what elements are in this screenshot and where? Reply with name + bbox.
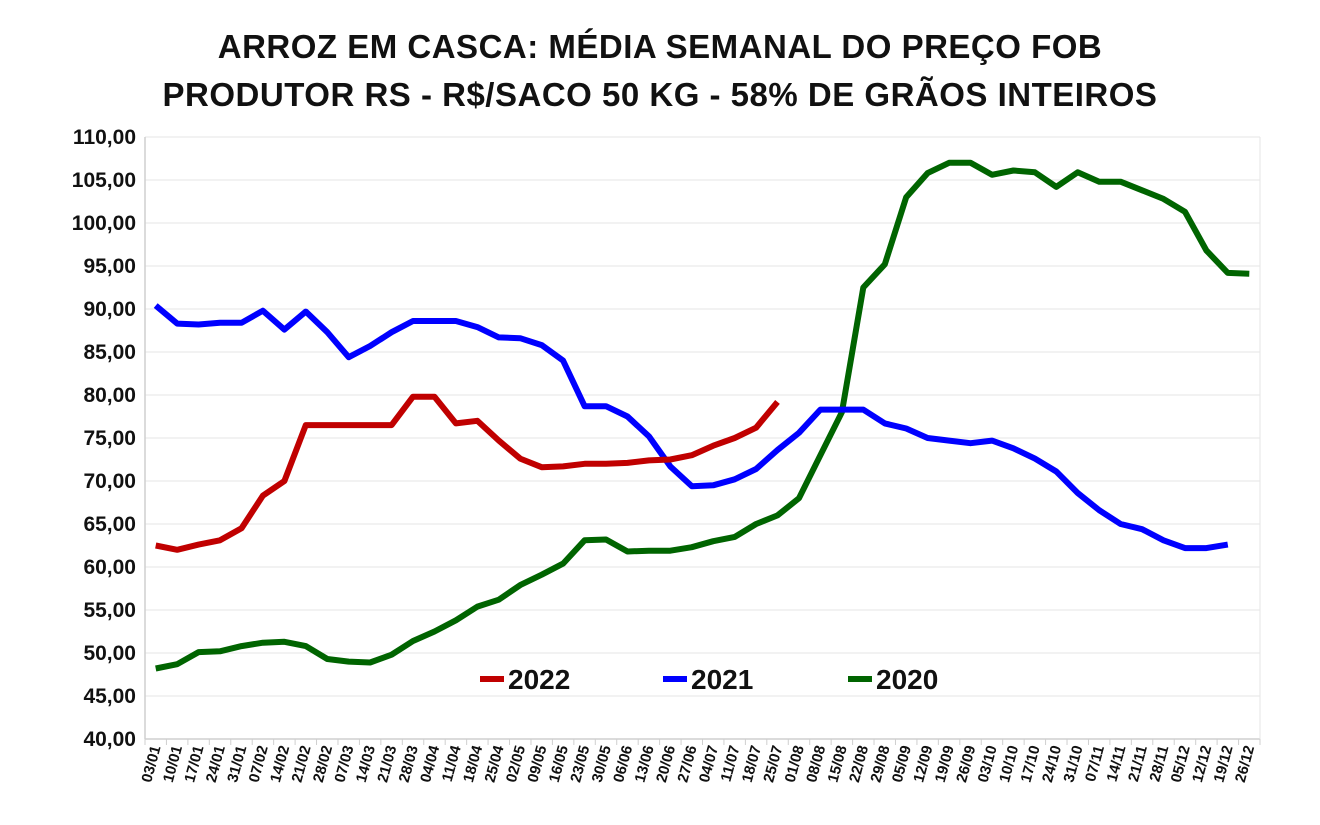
series-line-2022 (155, 393, 780, 553)
series-line-2021 (153, 303, 1229, 552)
y-tick-label: 110,00 (73, 126, 136, 149)
y-tick-label: 40,00 (83, 728, 136, 751)
y-tick-label: 45,00 (83, 685, 136, 708)
series-line-2020 (155, 159, 1250, 672)
y-tick-label: 90,00 (83, 298, 136, 321)
y-tick-label: 60,00 (83, 556, 136, 579)
y-tick-label: 105,00 (72, 169, 136, 192)
legend-label-2020: 2020 (876, 664, 938, 695)
y-tick-label: 70,00 (83, 470, 136, 493)
y-tick-label: 75,00 (83, 427, 136, 450)
legend-label-2022: 2022 (508, 664, 570, 695)
y-tick-label: 80,00 (83, 384, 136, 407)
legend-label-2021: 2021 (691, 664, 753, 695)
chart-subtitle: PRODUTOR RS - R$/SACO 50 KG - 58% DE GRÃ… (162, 76, 1158, 113)
y-tick-label: 100,00 (72, 212, 136, 235)
y-tick-label: 55,00 (83, 599, 136, 622)
chart-title: ARROZ EM CASCA: MÉDIA SEMANAL DO PREÇO F… (217, 28, 1103, 65)
y-tick-label: 85,00 (83, 341, 136, 364)
y-tick-label: 95,00 (83, 255, 136, 278)
y-tick-label: 50,00 (83, 642, 136, 665)
y-tick-label: 65,00 (83, 513, 136, 536)
